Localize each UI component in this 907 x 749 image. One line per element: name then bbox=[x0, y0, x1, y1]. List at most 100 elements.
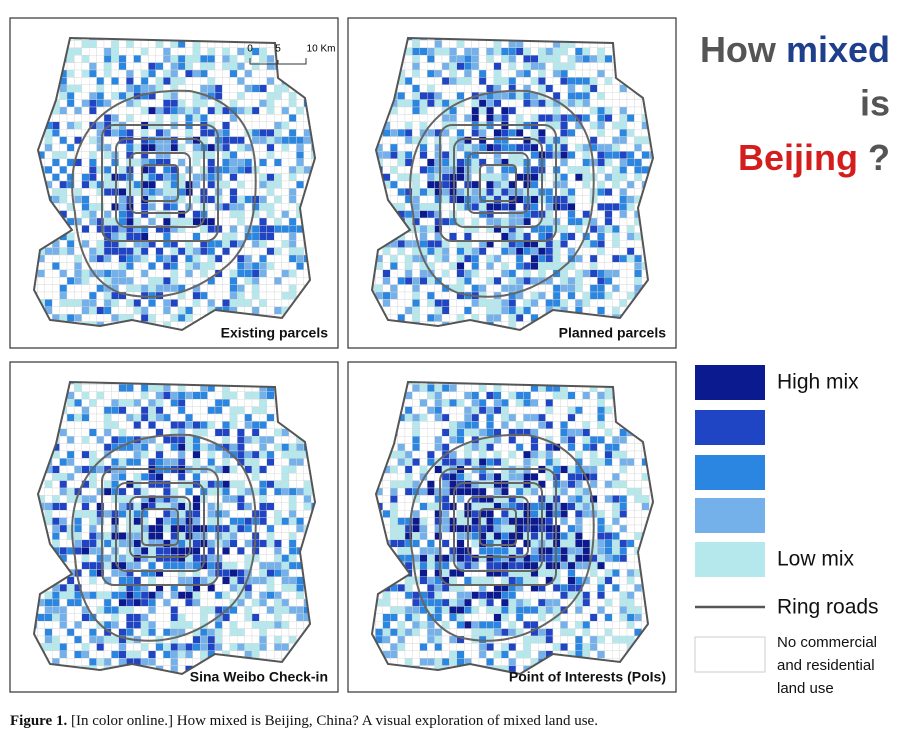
grid-cell bbox=[229, 188, 238, 196]
grid-cell bbox=[207, 284, 216, 293]
grid-cell bbox=[508, 99, 517, 108]
grid-cell bbox=[155, 413, 164, 422]
grid-cell bbox=[192, 576, 201, 585]
grid-cell bbox=[59, 262, 68, 270]
grid-cell bbox=[81, 413, 90, 422]
grid-cell bbox=[185, 262, 193, 270]
grid-cell bbox=[486, 306, 494, 315]
grid-cell bbox=[244, 188, 253, 196]
grid-cell bbox=[162, 284, 171, 293]
grid-cell bbox=[426, 314, 435, 322]
grid-cell bbox=[523, 306, 531, 315]
grid-cell bbox=[471, 195, 480, 204]
grid-cell bbox=[222, 458, 230, 467]
grid-cell bbox=[222, 202, 230, 211]
grid-cell bbox=[449, 128, 458, 137]
grid-cell bbox=[170, 136, 179, 145]
grid-cell bbox=[552, 247, 561, 256]
grid-cell bbox=[177, 539, 186, 548]
grid-cell bbox=[486, 128, 494, 137]
grid-cell bbox=[155, 539, 164, 548]
grid-cell bbox=[236, 524, 245, 533]
grid-cell bbox=[140, 62, 149, 71]
grid-cell bbox=[185, 606, 193, 614]
grid-cell bbox=[463, 247, 472, 256]
grid-cell bbox=[236, 539, 245, 548]
grid-cell bbox=[140, 99, 149, 108]
grid-cell bbox=[170, 314, 179, 322]
grid-cell bbox=[118, 284, 127, 293]
grid-cell bbox=[274, 188, 282, 196]
grid-cell bbox=[441, 247, 450, 256]
grid-cell bbox=[103, 421, 112, 430]
grid-cell bbox=[103, 84, 112, 93]
grid-cell bbox=[177, 188, 186, 196]
grid-cell bbox=[486, 143, 494, 152]
grid-cell bbox=[88, 413, 97, 422]
grid-cell bbox=[251, 291, 260, 300]
grid-cell bbox=[486, 165, 494, 174]
grid-cell bbox=[74, 524, 83, 533]
grid-cell bbox=[244, 151, 253, 159]
ring-roads bbox=[71, 433, 257, 642]
grid-cell bbox=[456, 165, 465, 174]
grid-cell bbox=[274, 202, 282, 211]
grid-cell bbox=[133, 173, 142, 182]
grid-cell bbox=[236, 643, 245, 651]
grid-cell bbox=[251, 254, 260, 263]
grid-cell bbox=[567, 143, 576, 152]
grid-cell bbox=[397, 136, 406, 145]
grid-cell bbox=[199, 84, 208, 93]
grid-cell bbox=[574, 84, 583, 93]
grid-cell bbox=[59, 635, 68, 644]
grid-cell bbox=[589, 136, 598, 145]
grid-cell bbox=[148, 450, 156, 459]
grid-cell bbox=[296, 151, 304, 159]
grid-cell bbox=[288, 254, 297, 263]
grid-cell bbox=[81, 314, 90, 322]
grid-cell bbox=[259, 210, 267, 219]
grid-cell bbox=[426, 106, 435, 115]
grid-cell bbox=[222, 561, 230, 570]
grid-cell bbox=[133, 458, 142, 467]
grid-cell bbox=[634, 151, 642, 159]
grid-cell bbox=[133, 188, 142, 196]
grid-cell bbox=[597, 269, 605, 278]
grid-cell bbox=[404, 62, 413, 71]
grid-cell bbox=[229, 628, 238, 637]
grid-cell bbox=[244, 450, 253, 459]
grid-cell bbox=[81, 239, 90, 248]
grid-cell bbox=[59, 114, 68, 123]
grid-cell bbox=[222, 217, 230, 226]
grid-cell bbox=[148, 55, 156, 63]
grid-cell bbox=[74, 406, 83, 415]
grid-cell bbox=[162, 628, 171, 637]
grid-cell bbox=[229, 299, 238, 307]
grid-cell bbox=[229, 99, 238, 108]
grid-cell bbox=[589, 99, 598, 108]
grid-cell bbox=[81, 99, 90, 108]
grid-cell bbox=[382, 291, 391, 300]
grid-cell bbox=[236, 232, 245, 241]
grid-cell bbox=[390, 121, 398, 130]
grid-cell bbox=[52, 136, 60, 145]
grid-cell bbox=[508, 232, 517, 241]
grid-cell bbox=[288, 225, 297, 233]
grid-cell bbox=[229, 143, 238, 152]
grid-cell bbox=[259, 143, 267, 152]
grid-cell bbox=[177, 413, 186, 422]
grid-cell bbox=[244, 202, 253, 211]
grid-cell bbox=[88, 509, 97, 518]
grid-cell bbox=[296, 106, 304, 115]
grid-cell bbox=[545, 173, 554, 182]
grid-cell bbox=[419, 284, 428, 293]
grid-cell bbox=[88, 576, 97, 585]
grid-cell bbox=[589, 239, 598, 248]
grid-cell bbox=[244, 524, 253, 533]
grid-cell bbox=[155, 576, 164, 585]
grid-cell bbox=[88, 299, 97, 307]
grid-cell bbox=[192, 173, 201, 182]
grid-cell bbox=[404, 99, 413, 108]
grid-cell bbox=[560, 136, 568, 145]
grid-cell bbox=[133, 143, 142, 152]
